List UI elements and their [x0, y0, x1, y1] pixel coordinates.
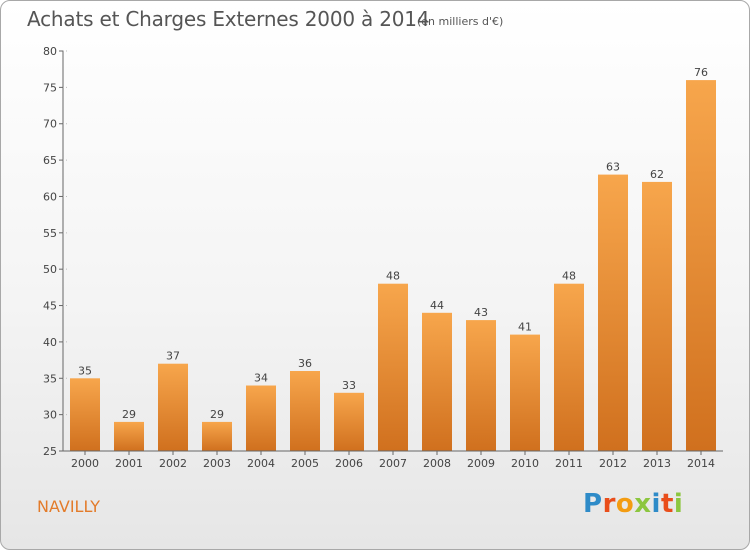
x-tick-label: 2000 — [71, 457, 99, 470]
y-tick-label: 65 — [43, 154, 57, 167]
x-tick-label: 2008 — [423, 457, 451, 470]
x-tick-label: 2005 — [291, 457, 319, 470]
y-tick-label: 25 — [43, 445, 57, 458]
logo-letter: r — [602, 489, 616, 519]
bar-value-label: 37 — [166, 350, 180, 363]
x-tick-label: 2004 — [247, 457, 275, 470]
x-tick-label: 2007 — [379, 457, 407, 470]
bar-value-label: 62 — [650, 168, 664, 181]
x-tick-label: 2003 — [203, 457, 231, 470]
y-tick-label: 70 — [43, 118, 57, 131]
bar-2008 — [422, 312, 452, 451]
bar-value-label: 48 — [386, 270, 400, 283]
x-axis: 2000 2001 2002 2003 2004 2005 2006 2007 2008 2009… — [63, 450, 723, 470]
x-tick-label: 2010 — [511, 457, 539, 470]
commune-name: NAVILLY — [37, 497, 101, 516]
logo-letter: P — [583, 489, 603, 519]
x-tick-label: 2001 — [115, 457, 143, 470]
logo-letter: o — [615, 489, 635, 519]
bar-2000 — [70, 378, 100, 451]
x-tick-label: 2014 — [687, 457, 715, 470]
bar-2005 — [290, 371, 320, 451]
bar-2001 — [114, 421, 144, 451]
y-tick-label: 55 — [43, 227, 57, 240]
bar-value-label: 35 — [78, 364, 92, 377]
y-tick-label: 75 — [43, 81, 57, 94]
y-tick-label: 30 — [43, 409, 57, 422]
bar-value-label: 29 — [210, 408, 224, 421]
bar-value-label: 36 — [298, 357, 312, 370]
logo-letter: t — [660, 489, 674, 519]
y-axis: 25 30 35 40 45 50 55 60 65 70 75 80 — [43, 45, 69, 458]
bar-value-label: 33 — [342, 379, 356, 392]
x-tick-label: 2006 — [335, 457, 363, 470]
chart-title: Achats et Charges Externes 2000 à 2014 — [27, 7, 430, 31]
bar-value-label: 63 — [606, 161, 620, 174]
bar-2010 — [510, 334, 540, 451]
bar-2011 — [554, 283, 584, 451]
x-tick-label: 2013 — [643, 457, 671, 470]
bar-value-label: 44 — [430, 299, 444, 312]
y-tick-label: 40 — [43, 336, 57, 349]
x-tick-label: 2011 — [555, 457, 583, 470]
bar-2014 — [686, 80, 716, 451]
bar-value-label: 43 — [474, 306, 488, 319]
bar-2007 — [378, 283, 408, 451]
logo-letter: i — [651, 489, 661, 519]
bar-value-label: 48 — [562, 270, 576, 283]
bars: 35 29 37 29 34 36 33 48 44 43 41 48 63 62 76 — [70, 66, 716, 451]
x-tick-label: 2009 — [467, 457, 495, 470]
bar-2004 — [246, 385, 276, 451]
proxiti-logo[interactable]: Proxiti — [583, 489, 683, 519]
bar-value-label: 41 — [518, 321, 532, 334]
x-tick-label: 2002 — [159, 457, 187, 470]
bar-2009 — [466, 320, 496, 451]
bar-value-label: 34 — [254, 372, 268, 385]
logo-letter: x — [634, 489, 652, 519]
bar-2006 — [334, 392, 364, 451]
y-tick-label: 50 — [43, 263, 57, 276]
y-tick-label: 35 — [43, 372, 57, 385]
bar-2003 — [202, 421, 232, 451]
bar-2002 — [158, 363, 188, 451]
chart-subtitle: (en milliers d'€) — [417, 15, 504, 28]
bar-value-label: 29 — [122, 408, 136, 421]
x-tick-label: 2012 — [599, 457, 627, 470]
y-tick-label: 80 — [43, 45, 57, 58]
logo-letter: i — [673, 489, 684, 519]
bar-2013 — [642, 181, 672, 451]
y-tick-label: 60 — [43, 190, 57, 203]
y-tick-label: 45 — [43, 300, 57, 313]
bar-2012 — [598, 174, 628, 451]
bar-value-label: 76 — [694, 66, 708, 79]
